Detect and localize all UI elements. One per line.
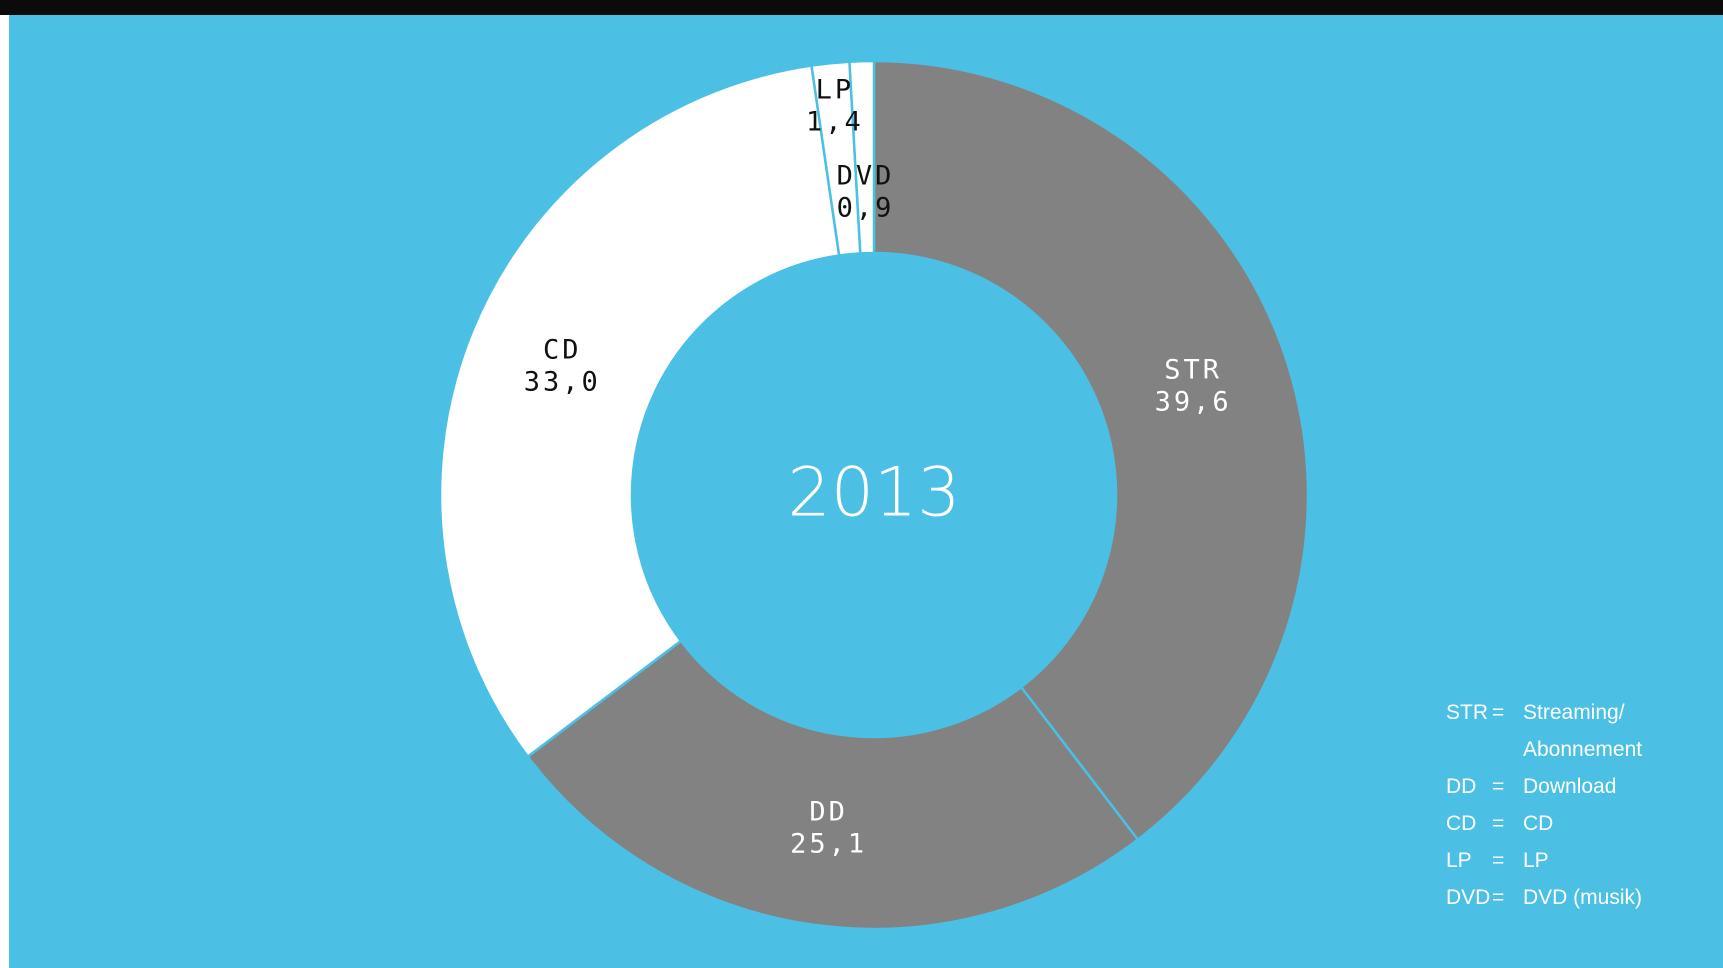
slice-value: 39,6: [1155, 386, 1232, 417]
slice-category: CD: [543, 335, 582, 366]
slices: [438, 59, 1310, 931]
legend-name: CD: [1523, 812, 1554, 835]
slice-category: DVD: [837, 161, 895, 192]
slice-value: 33,0: [524, 367, 601, 398]
legend-separator: =: [1492, 849, 1505, 872]
slice-category: STR: [1164, 354, 1222, 385]
slice: [526, 639, 1140, 931]
legend-name: Download: [1523, 775, 1617, 798]
slice: [872, 59, 1310, 842]
legend: STR = Streaming/ Abonnement DD = Download CD = C…: [1446, 694, 1673, 916]
legend-item: LP = LP: [1446, 842, 1673, 879]
legend-name: Streaming/ Abonnement: [1523, 701, 1643, 761]
center-label: 2013: [787, 454, 960, 533]
legend-item: STR = Streaming/ Abonnement: [1446, 694, 1673, 768]
legend-abbr: LP: [1446, 849, 1472, 872]
legend-separator: =: [1492, 812, 1505, 835]
slice-value: 25,1: [790, 828, 867, 859]
slice-category: DD: [809, 796, 848, 827]
slice-value: 1,4: [806, 106, 864, 137]
legend-name: DVD (musik): [1523, 886, 1642, 909]
slice: [848, 59, 876, 255]
legend-abbr: DD: [1446, 775, 1477, 798]
legend-item: DD = Download: [1446, 768, 1673, 805]
legend-abbr: DVD: [1446, 886, 1491, 909]
slice: [438, 64, 841, 759]
legend-item: DVD = DVD (musik): [1446, 879, 1673, 916]
legend-abbr: CD: [1446, 812, 1477, 835]
legend-separator: =: [1492, 775, 1505, 798]
top-bar: [0, 0, 1723, 15]
slice-value: 0,9: [837, 193, 895, 224]
slice-category: LP: [816, 74, 855, 105]
legend-item: CD = CD: [1446, 805, 1673, 842]
legend-separator: =: [1492, 886, 1505, 909]
legend-separator: =: [1492, 701, 1505, 724]
legend-name: LP: [1523, 849, 1549, 872]
legend-abbr: STR: [1446, 701, 1488, 724]
